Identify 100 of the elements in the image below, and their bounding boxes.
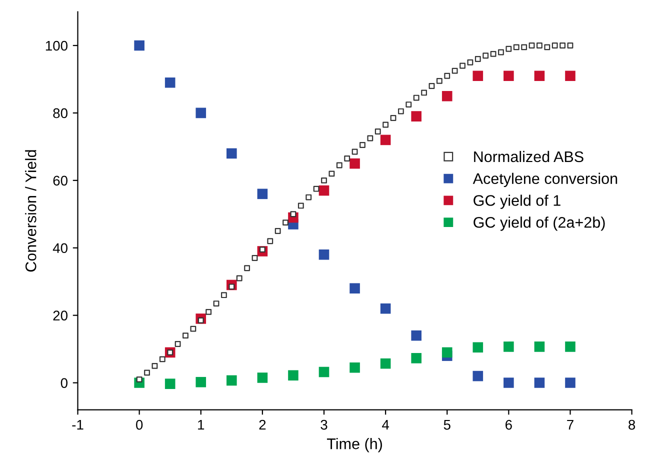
point xyxy=(374,128,381,134)
point xyxy=(226,375,237,386)
point xyxy=(257,372,268,383)
point xyxy=(521,44,528,50)
point xyxy=(452,68,458,74)
y-tick-label: 20 xyxy=(53,310,68,320)
point xyxy=(159,356,166,362)
point xyxy=(306,194,312,200)
point xyxy=(134,40,144,51)
x-tick-label: 2 xyxy=(259,420,266,430)
point xyxy=(136,376,142,382)
x-tick-label: 1 xyxy=(198,420,204,430)
point xyxy=(552,42,558,48)
x-tick-label: 8 xyxy=(628,420,636,430)
point xyxy=(350,158,360,169)
x-axis-title: Time (h) xyxy=(326,438,382,452)
point xyxy=(565,342,576,352)
x-tick-label: 5 xyxy=(444,420,450,430)
point xyxy=(504,70,514,82)
point xyxy=(436,78,442,84)
point xyxy=(506,46,512,52)
x-tick-label: 3 xyxy=(320,420,328,430)
point xyxy=(196,108,206,118)
point xyxy=(421,90,427,96)
point xyxy=(380,358,391,369)
point xyxy=(534,342,545,352)
point xyxy=(350,283,360,294)
point xyxy=(565,70,576,82)
point xyxy=(536,42,542,48)
point xyxy=(318,249,330,260)
legend-label: GC yield of (2a+2b) xyxy=(474,216,605,231)
point xyxy=(328,170,335,177)
point xyxy=(472,342,484,353)
y-axis-title: Conversion / Yield xyxy=(25,150,36,272)
point xyxy=(411,330,422,341)
point xyxy=(398,108,404,114)
x-tick-label: 7 xyxy=(567,420,574,430)
point xyxy=(367,135,374,142)
point xyxy=(267,238,274,244)
point xyxy=(174,341,181,347)
point xyxy=(206,309,212,315)
point xyxy=(298,202,304,209)
point xyxy=(442,90,452,102)
point xyxy=(274,228,281,234)
point xyxy=(428,83,435,89)
x-tick-label: -1 xyxy=(72,420,84,430)
point xyxy=(164,378,176,389)
legend-label: GC yield of 1 xyxy=(474,194,560,209)
y-tick-label: 80 xyxy=(53,108,68,118)
x-tick-label: 6 xyxy=(506,420,512,430)
point xyxy=(213,300,220,306)
point xyxy=(472,370,484,382)
point xyxy=(534,70,545,82)
point xyxy=(360,142,366,148)
point xyxy=(226,148,237,159)
point xyxy=(236,275,242,282)
point xyxy=(382,122,389,128)
point xyxy=(442,347,452,358)
point xyxy=(544,44,550,50)
point xyxy=(196,376,206,388)
legend-label: Acetylene conversion xyxy=(472,172,618,188)
legend-label: Normalized ABS xyxy=(474,150,584,162)
point xyxy=(460,62,466,69)
point xyxy=(380,134,391,146)
point xyxy=(182,332,188,339)
point xyxy=(472,70,484,82)
point xyxy=(482,52,489,59)
point xyxy=(318,366,330,378)
point xyxy=(513,44,520,50)
point xyxy=(504,378,514,388)
point xyxy=(567,42,574,48)
point xyxy=(390,115,396,121)
point xyxy=(257,188,268,200)
point xyxy=(282,220,288,226)
point xyxy=(474,56,481,62)
point xyxy=(152,362,158,369)
point xyxy=(350,362,360,373)
point xyxy=(444,72,450,79)
point xyxy=(560,42,566,48)
point xyxy=(190,326,196,332)
point xyxy=(352,148,358,155)
point xyxy=(244,265,250,272)
point xyxy=(344,156,350,162)
point xyxy=(288,370,298,381)
point xyxy=(411,111,422,122)
point xyxy=(221,292,227,298)
point xyxy=(565,378,576,388)
point xyxy=(252,255,258,261)
x-tick-label: 4 xyxy=(382,420,390,430)
x-tick-label: 0 xyxy=(136,420,143,430)
point xyxy=(490,50,496,57)
point xyxy=(321,177,327,184)
point xyxy=(413,94,420,101)
point xyxy=(313,186,320,192)
point xyxy=(318,185,330,196)
point xyxy=(406,102,412,108)
point xyxy=(336,162,342,168)
point xyxy=(144,370,150,376)
y-tick-label: 100 xyxy=(46,40,68,51)
point xyxy=(504,342,514,352)
